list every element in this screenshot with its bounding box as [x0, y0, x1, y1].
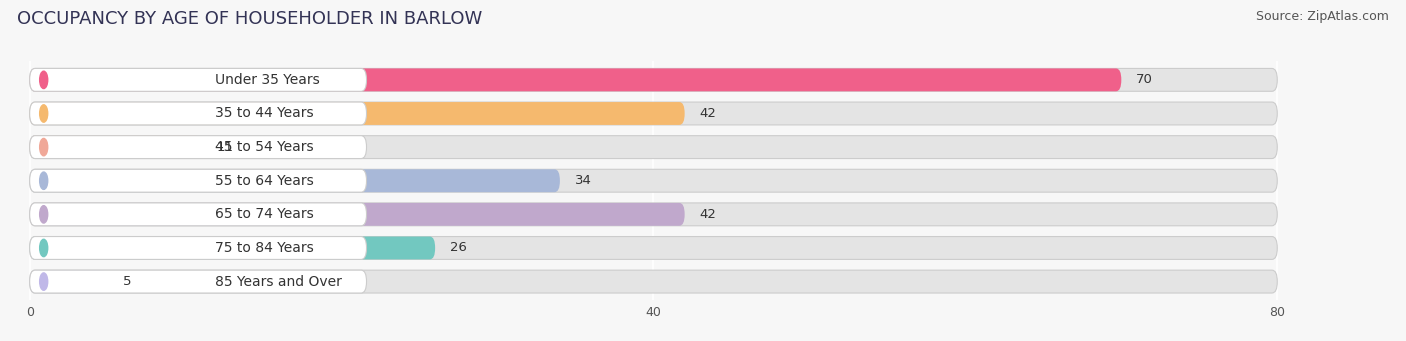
FancyBboxPatch shape [30, 237, 367, 260]
Circle shape [39, 138, 48, 156]
FancyBboxPatch shape [30, 169, 1277, 192]
Text: 75 to 84 Years: 75 to 84 Years [215, 241, 314, 255]
Text: 5: 5 [122, 275, 131, 288]
FancyBboxPatch shape [30, 69, 1122, 91]
FancyBboxPatch shape [30, 102, 367, 125]
Circle shape [39, 71, 48, 89]
FancyBboxPatch shape [30, 102, 685, 125]
Circle shape [39, 239, 48, 257]
Text: 65 to 74 Years: 65 to 74 Years [215, 207, 314, 221]
FancyBboxPatch shape [30, 270, 367, 293]
Text: Under 35 Years: Under 35 Years [215, 73, 319, 87]
FancyBboxPatch shape [30, 136, 201, 159]
Circle shape [39, 172, 48, 189]
Text: 55 to 64 Years: 55 to 64 Years [215, 174, 314, 188]
Circle shape [39, 273, 48, 290]
FancyBboxPatch shape [30, 136, 367, 159]
FancyBboxPatch shape [30, 203, 367, 226]
FancyBboxPatch shape [30, 270, 108, 293]
Text: 42: 42 [700, 208, 717, 221]
Circle shape [39, 206, 48, 223]
FancyBboxPatch shape [30, 237, 1277, 260]
Text: OCCUPANCY BY AGE OF HOUSEHOLDER IN BARLOW: OCCUPANCY BY AGE OF HOUSEHOLDER IN BARLO… [17, 10, 482, 28]
FancyBboxPatch shape [30, 203, 685, 226]
Text: Source: ZipAtlas.com: Source: ZipAtlas.com [1256, 10, 1389, 23]
Text: 26: 26 [450, 241, 467, 254]
FancyBboxPatch shape [30, 169, 367, 192]
Text: 70: 70 [1136, 73, 1153, 86]
FancyBboxPatch shape [30, 270, 1277, 293]
FancyBboxPatch shape [30, 237, 434, 260]
FancyBboxPatch shape [30, 136, 1277, 159]
FancyBboxPatch shape [30, 102, 1277, 125]
Text: 45 to 54 Years: 45 to 54 Years [215, 140, 314, 154]
Text: 11: 11 [217, 140, 233, 153]
Text: 42: 42 [700, 107, 717, 120]
Text: 85 Years and Over: 85 Years and Over [215, 275, 342, 288]
FancyBboxPatch shape [30, 203, 1277, 226]
FancyBboxPatch shape [30, 69, 367, 91]
Text: 34: 34 [575, 174, 592, 187]
FancyBboxPatch shape [30, 69, 1277, 91]
FancyBboxPatch shape [30, 169, 560, 192]
Circle shape [39, 105, 48, 122]
Text: 35 to 44 Years: 35 to 44 Years [215, 106, 314, 120]
